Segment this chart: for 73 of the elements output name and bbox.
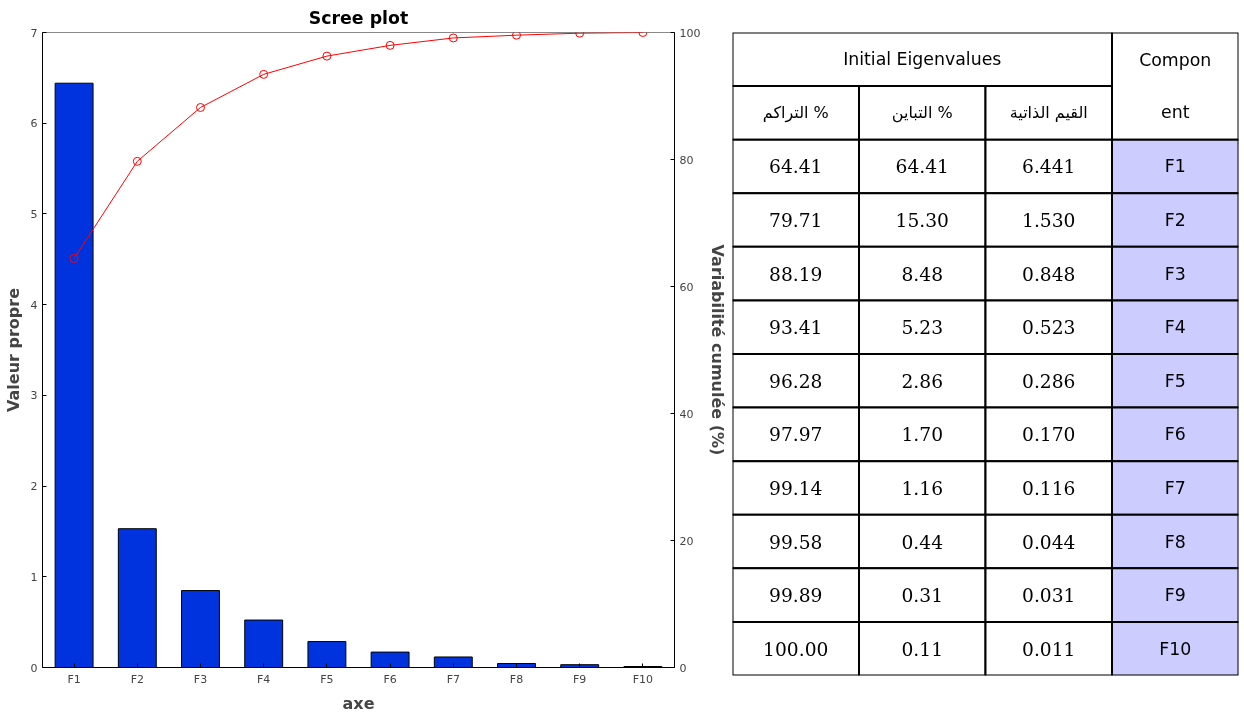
data-label: 0.44 bbox=[901, 531, 944, 553]
y-tick-label: 2 bbox=[30, 480, 38, 494]
y-tick-label: 6 bbox=[30, 117, 38, 131]
category-label: F1 bbox=[1164, 156, 1186, 177]
data-label: 15.30 bbox=[895, 210, 949, 232]
data-label: 0.011 bbox=[1022, 638, 1076, 660]
data-label: 100.00 bbox=[763, 638, 829, 660]
y2-tick-label: 100 bbox=[679, 26, 701, 40]
data-label: 0.31 bbox=[901, 585, 944, 607]
y-tick-label: 1 bbox=[30, 570, 38, 584]
category-label: F5 bbox=[1164, 370, 1186, 391]
chart-title: Scree plot bbox=[308, 7, 409, 28]
x-tick-label: F3 bbox=[193, 672, 208, 686]
x-tick-label: F4 bbox=[257, 672, 271, 686]
x-tick-label: F5 bbox=[320, 672, 334, 686]
y2-tick-label: 0 bbox=[679, 661, 687, 675]
data-label: 0.031 bbox=[1022, 585, 1076, 607]
y-tick-label: 5 bbox=[30, 207, 38, 221]
data-label: 1.16 bbox=[901, 477, 944, 499]
data-label: 1.70 bbox=[901, 424, 944, 446]
data-label: 99.89 bbox=[769, 585, 823, 607]
y2-axis-title: Variabilité cumulée (%) bbox=[708, 244, 728, 456]
data-label: 1.530 bbox=[1022, 210, 1076, 232]
data-label: 79.71 bbox=[769, 210, 823, 232]
y-tick-label: 4 bbox=[30, 298, 38, 312]
data-label: 0.286 bbox=[1022, 370, 1076, 392]
data-label: 0.116 bbox=[1022, 477, 1076, 499]
x-tick-label: F6 bbox=[383, 672, 397, 686]
category-label: F10 bbox=[1159, 638, 1192, 659]
x-tick-label: F8 bbox=[509, 672, 524, 686]
x-tick-label: F1 bbox=[67, 672, 81, 686]
series-label: القيم الذاتية bbox=[1009, 103, 1088, 123]
text: Compon ent bbox=[1139, 50, 1212, 123]
data-label: 0.523 bbox=[1022, 317, 1076, 339]
data-label: 5.23 bbox=[901, 317, 944, 339]
data-label: 96.28 bbox=[769, 370, 823, 392]
x-axis-title: axe bbox=[342, 693, 375, 713]
x-tick-label: F7 bbox=[446, 672, 460, 686]
data-label: 2.86 bbox=[901, 370, 944, 392]
category-label: F2 bbox=[1164, 210, 1186, 231]
y-axis-title: Valeur propre bbox=[3, 287, 23, 413]
category-label: F8 bbox=[1164, 531, 1186, 552]
data-label: 0.170 bbox=[1022, 424, 1076, 446]
y-tick-label: 3 bbox=[30, 389, 38, 403]
data-label: 0.044 bbox=[1022, 531, 1076, 553]
x-tick-label: F10 bbox=[632, 672, 654, 686]
data-label: 97.97 bbox=[769, 424, 823, 446]
data-label: 64.41 bbox=[769, 156, 823, 178]
y2-tick-label: 20 bbox=[679, 534, 694, 548]
data-label: 0.848 bbox=[1022, 263, 1076, 285]
category-label: F7 bbox=[1164, 477, 1186, 498]
data-label: 88.19 bbox=[769, 263, 823, 285]
y2-tick-label: 60 bbox=[679, 280, 694, 294]
y-tick-label: 7 bbox=[30, 26, 38, 40]
category-label: F3 bbox=[1164, 263, 1186, 284]
y2-tick-label: 40 bbox=[679, 407, 694, 421]
x-tick-label: F2 bbox=[130, 672, 144, 686]
y2-tick-label: 80 bbox=[679, 153, 694, 167]
data-label: 93.41 bbox=[769, 317, 823, 339]
data-label: 99.58 bbox=[769, 531, 823, 553]
y-tick-label: 0 bbox=[30, 661, 38, 675]
data-label: 99.14 bbox=[769, 477, 823, 499]
series-label: التراكم % bbox=[762, 103, 829, 124]
data-label: 8.48 bbox=[901, 263, 944, 285]
data-label: 0.11 bbox=[901, 638, 944, 660]
data-label: 64.41 bbox=[895, 156, 949, 178]
x-tick-label: F9 bbox=[573, 672, 587, 686]
text: Initial Eigenvalues bbox=[843, 49, 1002, 70]
category-label: F4 bbox=[1164, 317, 1186, 338]
category-label: F6 bbox=[1164, 424, 1186, 445]
data-label: 6.441 bbox=[1022, 156, 1076, 178]
series-label: التباين % bbox=[891, 103, 953, 124]
category-label: F9 bbox=[1164, 585, 1186, 606]
